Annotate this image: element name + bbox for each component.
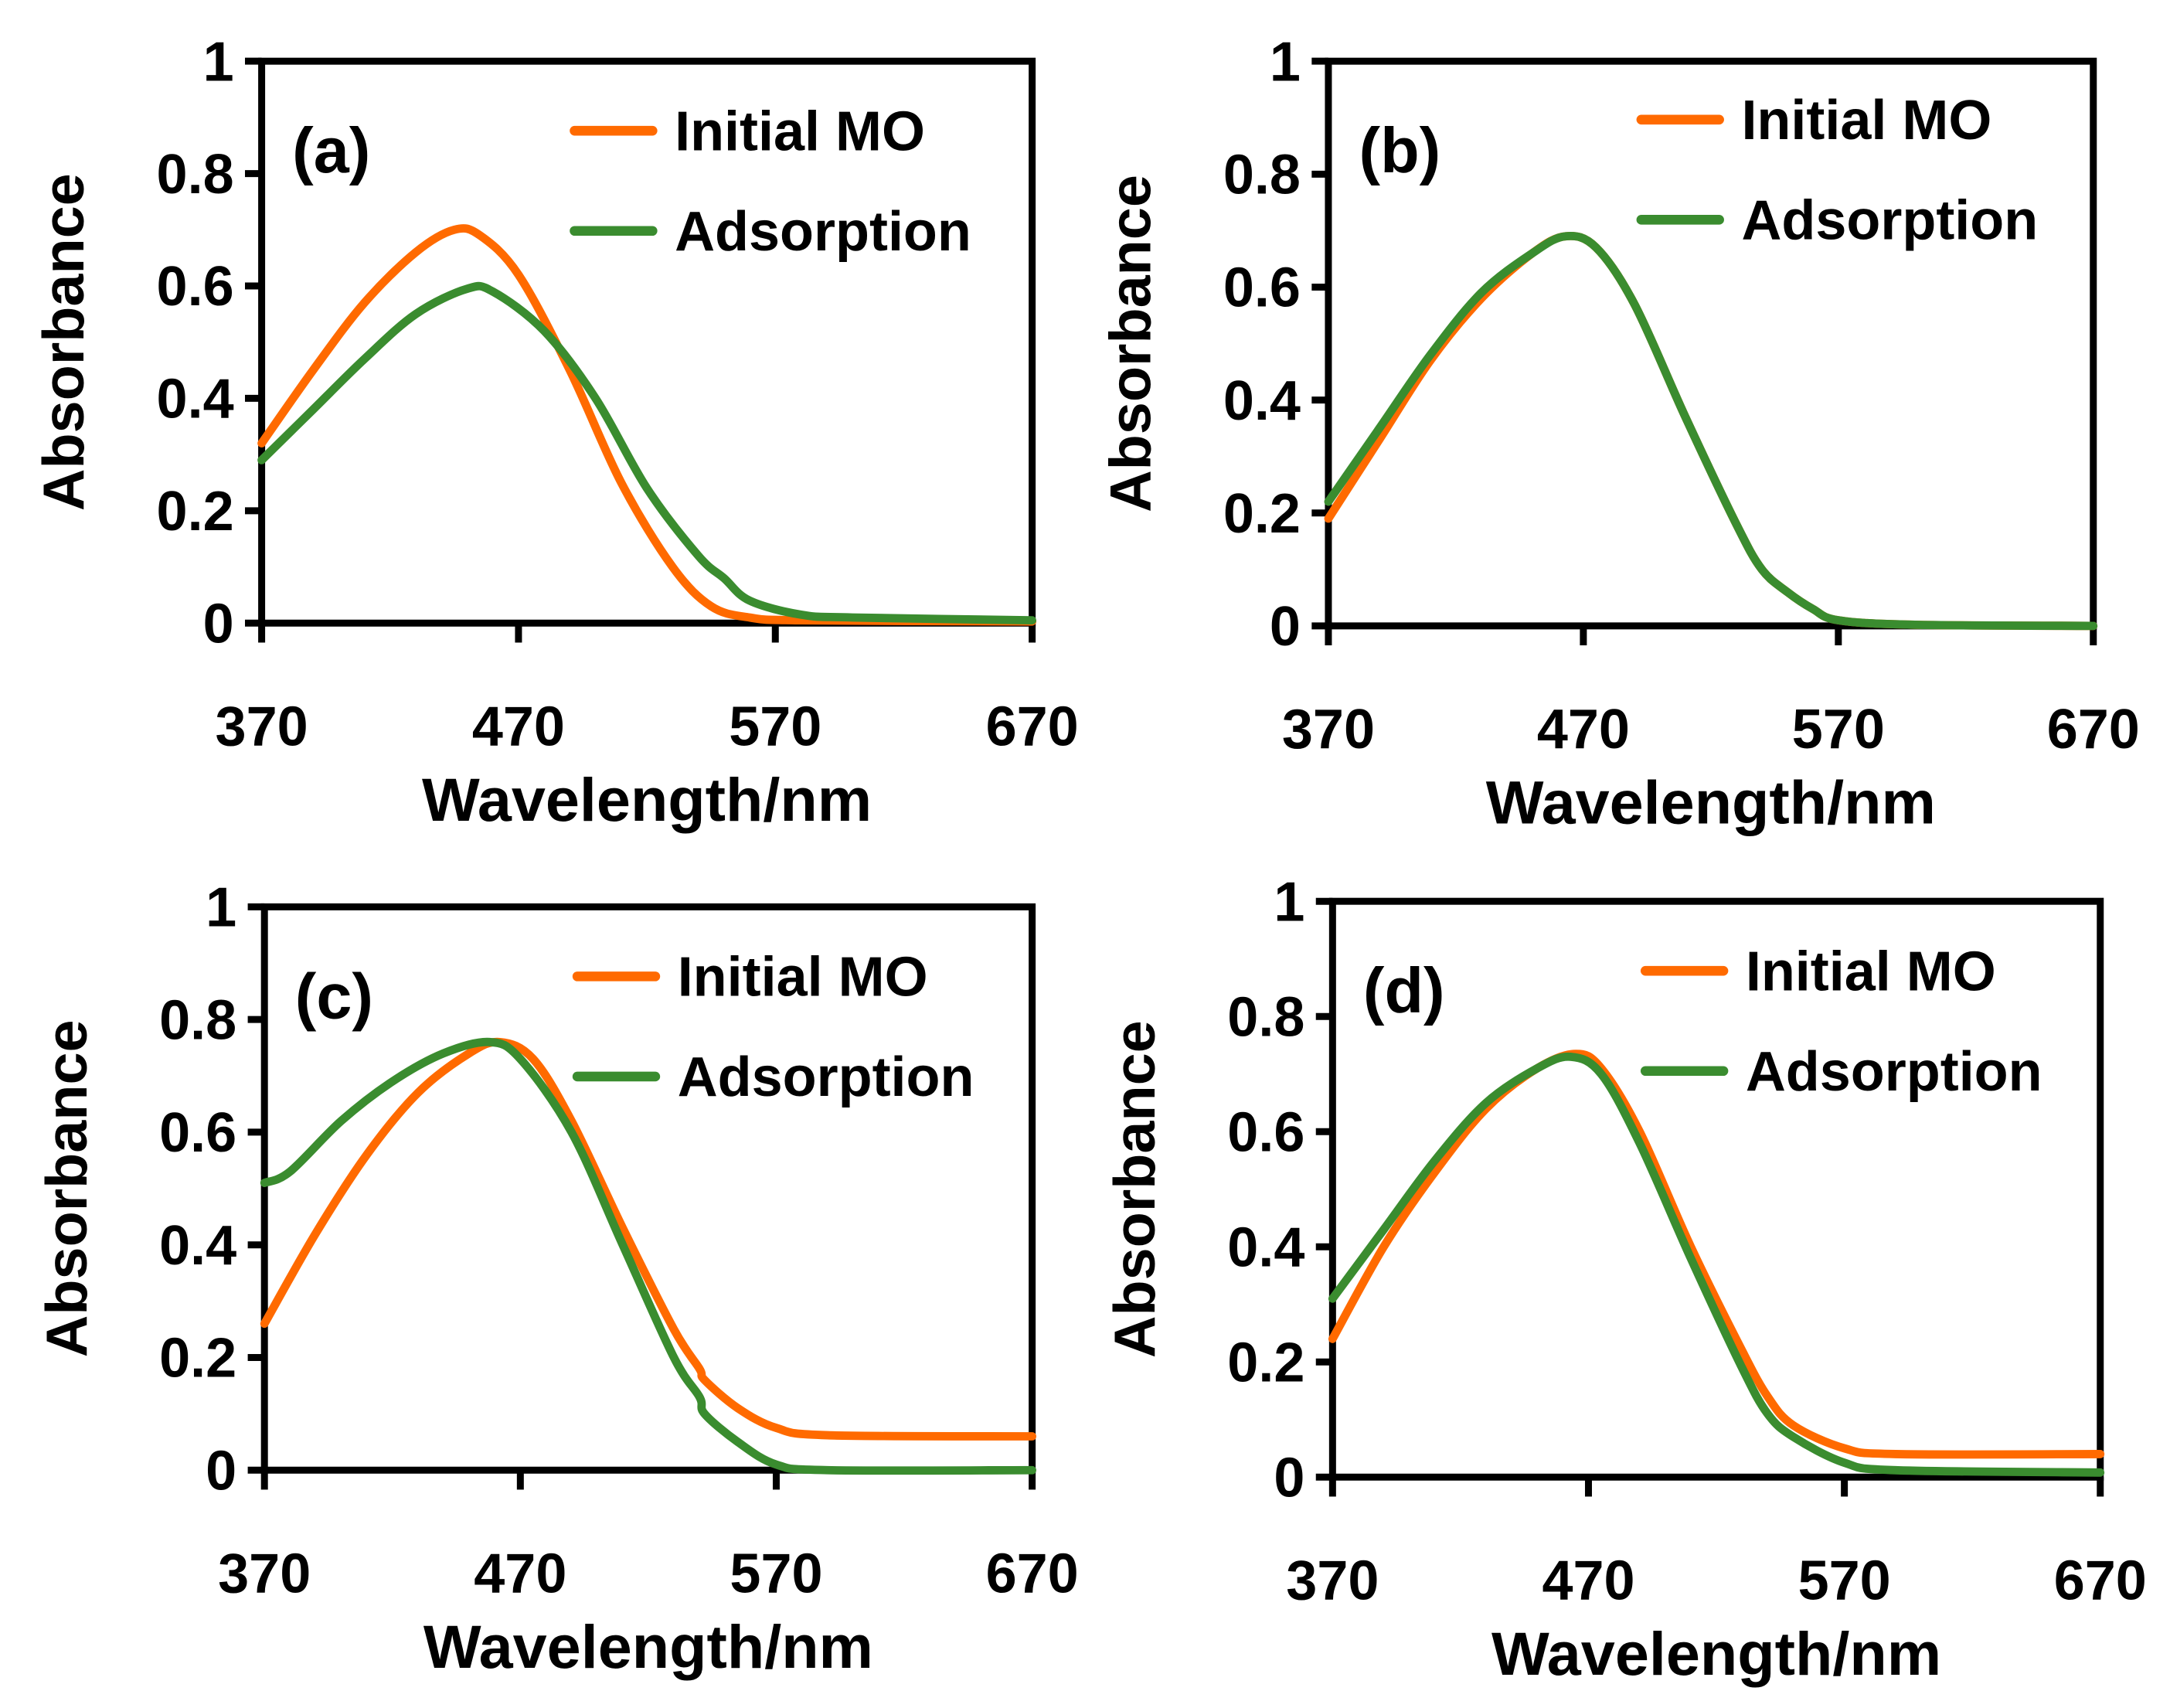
x-axis-label: Wavelength/nm [1486,767,1936,836]
legend-label: Initial MO [1741,90,1991,151]
series-line-adsorption [257,281,1037,625]
y-tick-label: 0 [206,1440,236,1502]
x-tick-label: 670 [986,1543,1079,1605]
y-tick-label: 0 [203,593,234,655]
y-axis-label: Absorbance [1099,175,1164,512]
y-tick-label: 0.6 [159,1102,236,1164]
x-tick-label: 570 [730,1543,822,1605]
y-tick-label: 0.4 [1223,370,1301,432]
plot-frame [1328,897,2104,1481]
plot-frame [258,57,1036,627]
y-tick-label: 1 [206,877,236,939]
panel-label: (d) [1363,954,1445,1026]
y-tick-label: 0.2 [159,1328,236,1390]
x-axis-label: Wavelength/nm [1491,1619,1941,1688]
y-tick-label: 0.2 [157,481,234,543]
series-line-adsorption [1324,231,2098,631]
x-tick-label: 670 [2054,1550,2147,1612]
x-tick-label: 370 [218,1543,311,1605]
y-tick-label: 0.6 [157,256,234,318]
y-tick-label: 0.6 [1227,1101,1304,1163]
y-axis-label: Absorbance [1103,1020,1168,1358]
legend-label: Initial MO [675,100,925,162]
chart-panel-d: 0 0.2 0.4 0.6 0.8 1 370 470 570 670 Wavelength/nm A… [1103,871,2147,1687]
legend-label: Adsorption [1746,1041,2042,1103]
x-tick-label: 570 [1798,1550,1891,1612]
y-tick-label: 0 [1274,1447,1304,1509]
y-tick-label: 0.8 [1223,145,1301,206]
legend-label: Adsorption [678,1046,974,1108]
y-tick-label: 1 [1270,31,1301,93]
chart-panel-a: 0 0.2 0.4 0.6 0.8 1 370 470 570 670 Wavelength/nm A… [32,31,1078,833]
x-tick-label: 670 [2047,699,2140,760]
y-tick-label: 1 [1274,871,1304,933]
panel-label: (a) [292,114,370,186]
chart-panel-c: 0 0.2 0.4 0.6 0.8 1 370 470 570 670 Wavelength/nm A… [35,877,1079,1681]
y-tick-label: 0.4 [159,1215,236,1277]
y-axis-label: Absorbance [32,173,97,511]
legend-label: Adsorption [1741,190,2038,252]
x-tick-label: 570 [1792,699,1885,760]
y-tick-label: 0.8 [159,989,236,1051]
x-axis-label: Wavelength/nm [423,1612,873,1681]
y-tick-label: 0.4 [1227,1216,1304,1278]
x-tick-label: 470 [1537,699,1630,760]
x-tick-label: 470 [1542,1550,1634,1612]
series-line-initial-mo [1324,231,2098,631]
legend-label: Adsorption [675,201,971,263]
plot-frame [260,903,1036,1474]
series-line-initial-mo [260,1037,1037,1441]
y-tick-label: 0.4 [157,369,234,430]
panel-label: (c) [295,960,373,1032]
series-line-adsorption [260,1037,1037,1475]
legend-label: Initial MO [1746,941,1996,1002]
y-tick-label: 0.8 [1227,986,1304,1048]
panel-label: (b) [1359,114,1441,186]
x-tick-label: 670 [986,696,1079,758]
x-tick-label: 370 [216,696,308,758]
plot-frame [1325,57,2097,630]
y-axis-label: Absorbance [35,1019,100,1357]
y-tick-label: 0.8 [157,144,234,206]
series-line-initial-mo [1328,1050,2105,1459]
y-tick-label: 0 [1270,596,1301,658]
series-line-adsorption [1328,1052,2105,1477]
chart-panel-b: 0 0.2 0.4 0.6 0.8 1 370 470 570 670 Wavelength/nm A… [1099,31,2140,836]
y-tick-label: 0.6 [1223,257,1301,319]
x-tick-label: 470 [474,1543,566,1605]
x-tick-label: 570 [729,696,821,758]
series-line-initial-mo [257,224,1037,626]
x-tick-label: 370 [1282,699,1375,760]
y-tick-label: 0.2 [1227,1332,1304,1393]
x-tick-label: 470 [472,696,565,758]
x-axis-label: Wavelength/nm [422,765,872,834]
x-tick-label: 370 [1286,1550,1379,1612]
y-tick-label: 1 [203,31,234,93]
legend-label: Initial MO [678,947,928,1009]
y-tick-label: 0.2 [1223,483,1301,545]
